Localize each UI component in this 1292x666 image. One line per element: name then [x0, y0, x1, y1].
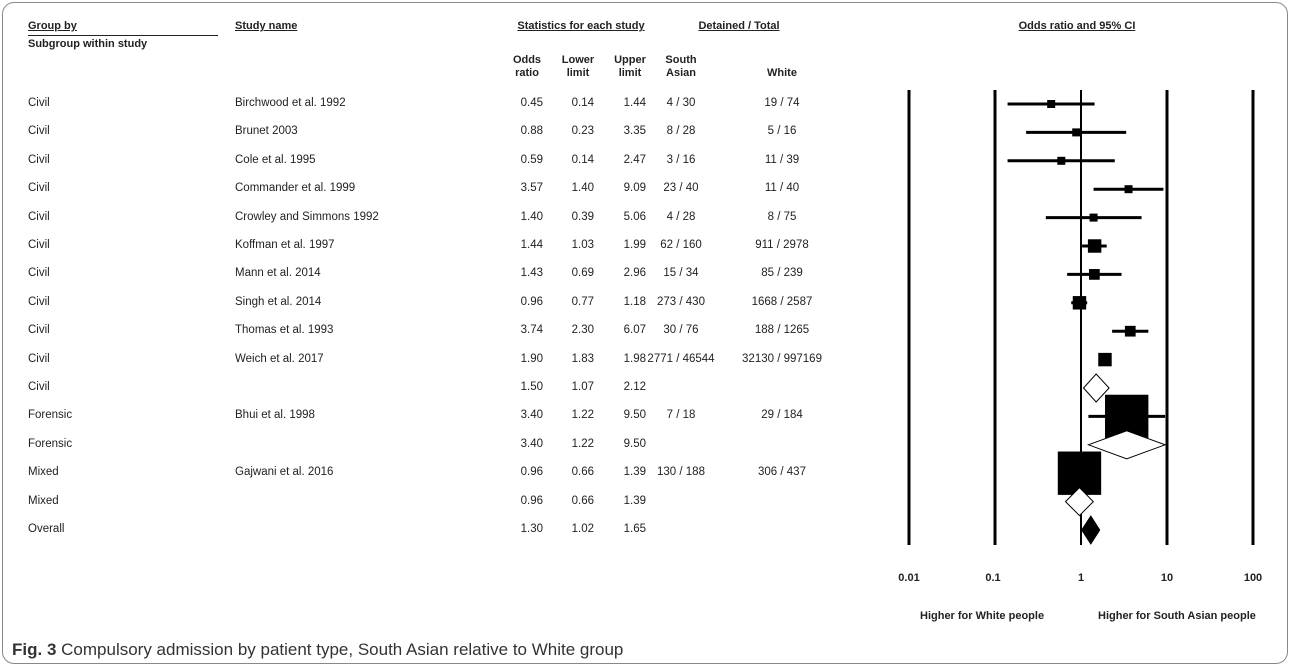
study-marker: [1125, 326, 1136, 337]
x-tick-label: 100: [1244, 572, 1262, 584]
study-marker: [1090, 214, 1098, 222]
study-marker: [1072, 128, 1080, 136]
x-tick-label: 1: [1078, 572, 1084, 584]
x-tick-label: 0.01: [898, 572, 919, 584]
study-marker: [1047, 100, 1055, 108]
study-marker: [1057, 157, 1065, 165]
study-marker: [1088, 239, 1101, 252]
study-marker: [1125, 185, 1133, 193]
study-marker: [1089, 269, 1100, 280]
x-tick-label: 0.1: [985, 572, 1000, 584]
direction-label-right: Higher for South Asian people: [1098, 610, 1256, 622]
caption-label: Fig. 3: [12, 640, 56, 659]
study-marker: [1098, 353, 1111, 366]
study-marker: [1073, 296, 1086, 309]
direction-label-left: Higher for White people: [920, 610, 1044, 622]
figure-caption: Fig. 3 Compulsory admission by patient t…: [12, 640, 623, 660]
overall-diamond: [1082, 516, 1100, 544]
caption-text: Compulsory admission by patient type, So…: [61, 640, 623, 659]
x-tick-label: 10: [1161, 572, 1173, 584]
